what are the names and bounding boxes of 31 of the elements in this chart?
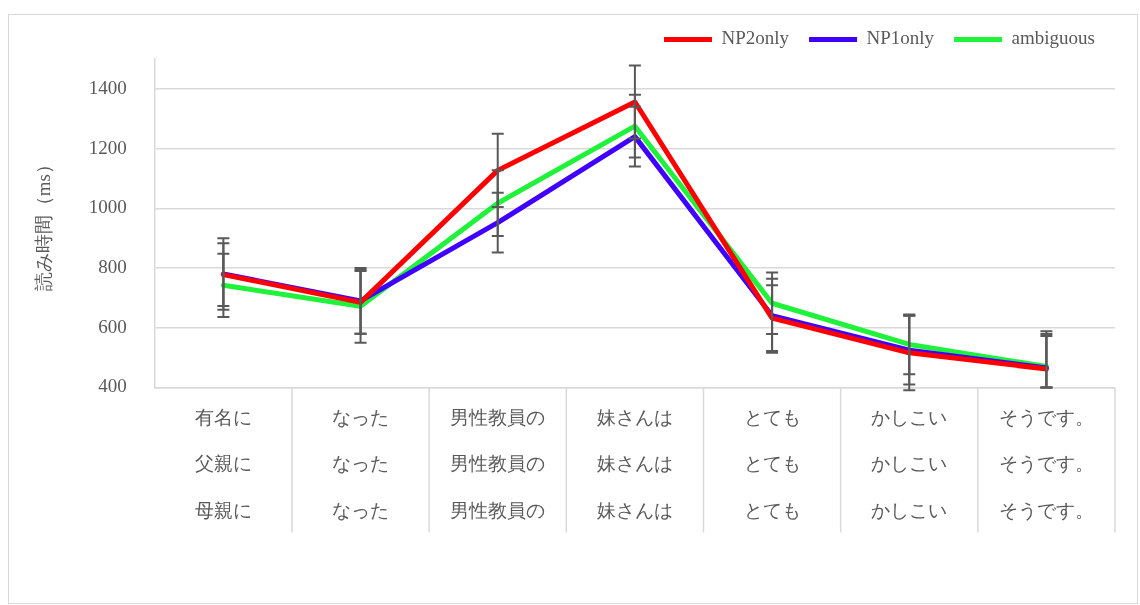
legend-label: NP2only (721, 27, 790, 49)
text: 妹さんは (596, 453, 673, 475)
y-tick-label: 800 (98, 256, 127, 277)
x-tick-label: 有名に (194, 406, 252, 428)
text: とても (743, 453, 801, 475)
text: 男性教員の (450, 453, 546, 475)
y-tick-label: 400 (98, 375, 127, 397)
text: なった (332, 453, 390, 475)
text: とても (743, 500, 801, 522)
legend-label: NP1only (866, 27, 935, 49)
x-tick-label: とても (743, 406, 801, 428)
text: なった (332, 500, 390, 522)
text: 母親に (194, 500, 252, 522)
text: 男性教員の (450, 500, 546, 522)
y-axis-title: 読み時間（ms） (33, 155, 55, 292)
text: 父親に (194, 453, 252, 475)
x-tick-label: かしこい (871, 406, 948, 428)
y-tick-label: 600 (98, 315, 127, 337)
text: そうです。 (998, 500, 1094, 522)
y-tick-label: 1200 (88, 136, 127, 158)
text: かしこい (871, 500, 948, 522)
text: 妹さんは (596, 500, 673, 522)
x-tick-label: そうです。 (998, 406, 1094, 428)
x-tick-label: なった (332, 406, 390, 428)
x-tick-label: 妹さんは (596, 406, 673, 428)
legend-label: ambiguous (1011, 27, 1096, 49)
text: かしこい (871, 453, 948, 475)
y-tick-label: 1000 (88, 196, 127, 218)
y-tick-label: 1400 (88, 76, 127, 98)
text: そうです。 (998, 453, 1094, 475)
x-tick-label: 男性教員の (450, 406, 546, 428)
